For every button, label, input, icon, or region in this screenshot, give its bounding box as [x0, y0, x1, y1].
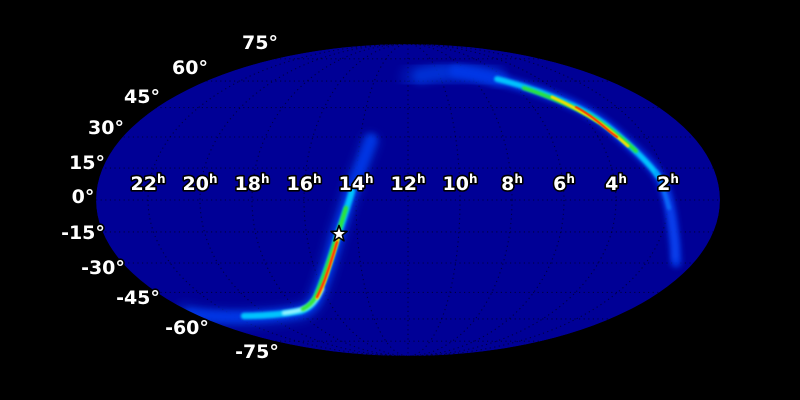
band-layer — [662, 189, 678, 261]
ra-tick-label: 22h — [131, 172, 166, 195]
meridian-curve — [303, 44, 513, 356]
dec-tick-label: 0° — [72, 186, 95, 208]
dec-tick-label: 60° — [172, 57, 208, 79]
dec-tick-label: -60° — [165, 317, 209, 339]
band-layer — [575, 106, 618, 138]
dec-tick-label: 15° — [69, 152, 105, 174]
dec-tick-label: 45° — [124, 86, 160, 108]
ra-tick-label: 10h — [443, 172, 478, 195]
dec-tick-label: -45° — [116, 287, 160, 309]
ra-tick-label: 20h — [183, 172, 218, 195]
ra-tick-label: 8h — [501, 172, 523, 195]
ra-tick-label: 12h — [391, 172, 426, 195]
ra-tick-label: 18h — [235, 172, 270, 195]
meridian-curve — [355, 44, 461, 356]
meridian-curve — [251, 44, 565, 356]
band-layer — [315, 240, 339, 299]
sky-ellipse — [96, 44, 720, 356]
dec-tick-label: -75° — [235, 341, 279, 363]
ra-tick-label: 6h — [553, 172, 575, 195]
probability-band-upper-right-band — [400, 59, 682, 268]
axis-labels: 75° 60° 45°30° 15° 0° -15° -30° -45°-60° -75° 22h… — [59, 30, 680, 364]
star-marker — [330, 224, 348, 242]
ra-tick-label: 14h — [339, 172, 374, 195]
dec-tick-label: 30° — [88, 117, 124, 139]
ra-tick-label: 2h — [657, 172, 679, 195]
ra-tick-label: 16h — [287, 172, 322, 195]
meridian-curve — [199, 44, 617, 356]
dec-tick-label: 75° — [242, 32, 278, 54]
dec-tick-label: -15° — [61, 222, 105, 244]
dec-tick-label: -30° — [81, 257, 125, 279]
map-clip-group — [96, 44, 720, 356]
ra-tick-label: 4h — [605, 172, 627, 195]
